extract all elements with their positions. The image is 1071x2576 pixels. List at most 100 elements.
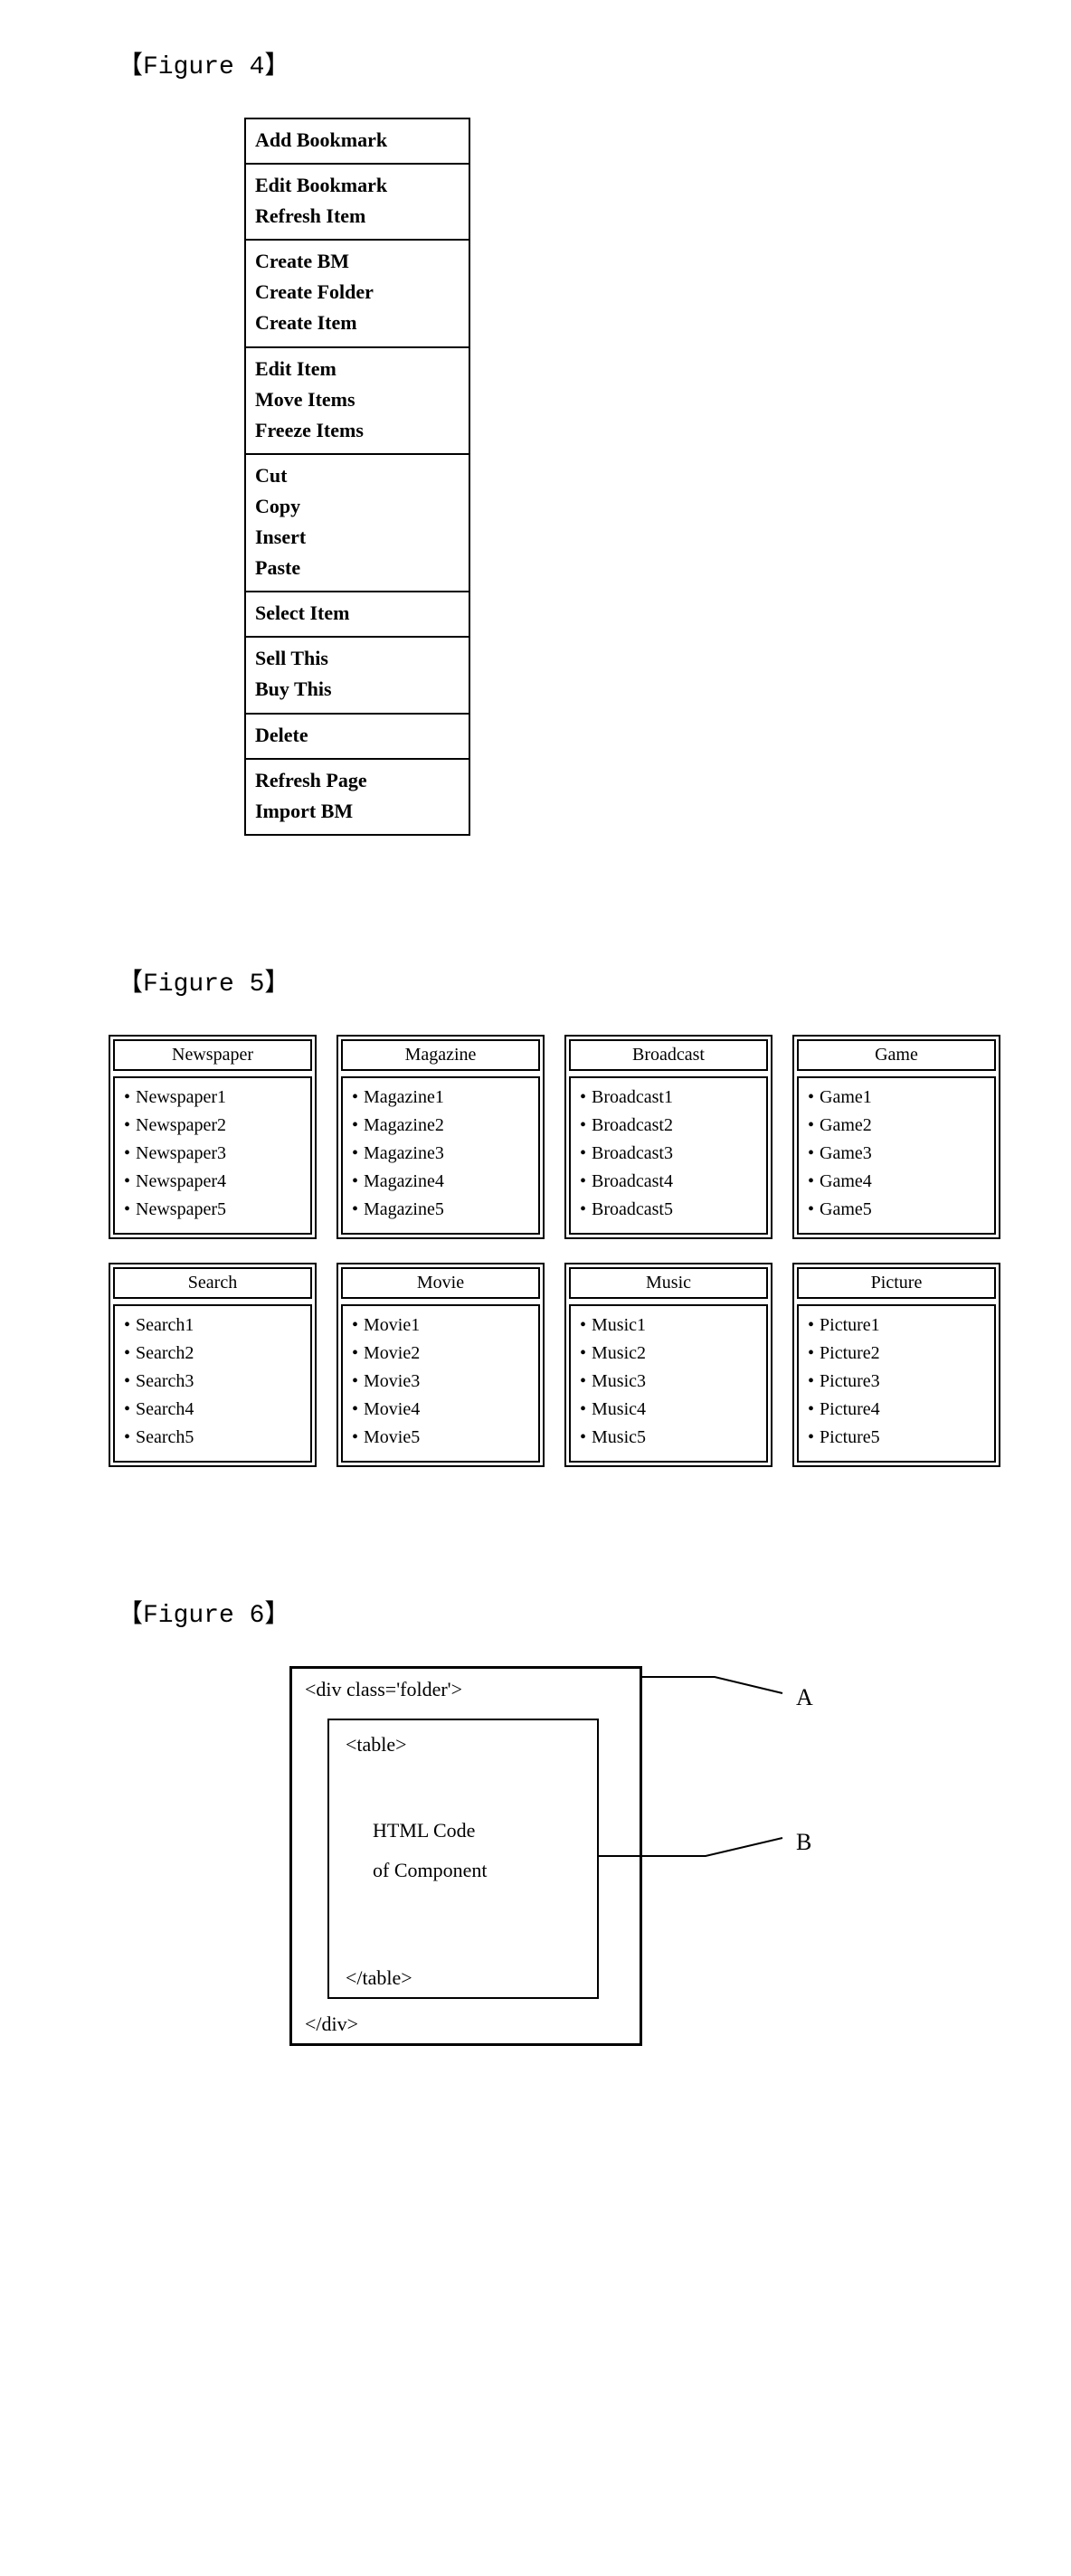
panel-list-item[interactable]: Magazine4 [352, 1168, 529, 1196]
menu-group: Select Item [246, 591, 469, 636]
panel-header: Search [113, 1267, 312, 1299]
panel-list-item[interactable]: Movie3 [352, 1368, 529, 1396]
panel-list-item[interactable]: Broadcast4 [580, 1168, 757, 1196]
panel-list-item[interactable]: Picture4 [808, 1396, 985, 1424]
panel-list-item[interactable]: Music3 [580, 1368, 757, 1396]
menu-item[interactable]: Edit Bookmark [255, 170, 460, 201]
panel-list-item[interactable]: Picture1 [808, 1312, 985, 1340]
menu-item[interactable]: Paste [255, 553, 460, 583]
category-panel: MusicMusic1Music2Music3Music4Music5 [564, 1263, 772, 1467]
panel-list-item[interactable]: Broadcast5 [580, 1196, 757, 1224]
panel-list-item[interactable]: Movie1 [352, 1312, 529, 1340]
code-structure-diagram: <div class='folder'> </div> <table> HTML… [289, 1666, 868, 2055]
figure-4-label: 【Figure 4】 [118, 45, 1017, 81]
panel-list-item[interactable]: Search1 [124, 1312, 301, 1340]
menu-item[interactable]: Buy This [255, 674, 460, 705]
category-panel: Search Search1Search2Search3Search4Search… [109, 1263, 317, 1467]
figure-6: 【Figure 6】 <div class='folder'> </div> <… [54, 1594, 1017, 2055]
panel-list-item[interactable]: Search2 [124, 1340, 301, 1368]
panel-list: Broadcast1Broadcast2Broadcast3Broadcast4… [569, 1076, 768, 1235]
panel-list-item[interactable]: Newspaper5 [124, 1196, 301, 1224]
category-grid: NewspaperNewspaper1Newspaper2Newspaper3N… [109, 1035, 1000, 1467]
panel-list-item[interactable]: Picture3 [808, 1368, 985, 1396]
panel-list-item[interactable]: Movie5 [352, 1424, 529, 1452]
panel-list-item[interactable]: Newspaper1 [124, 1084, 301, 1112]
menu-group: Refresh PageImport BM [246, 758, 469, 834]
panel-list-item[interactable]: Music1 [580, 1312, 757, 1340]
menu-group: CutCopyInsertPaste [246, 453, 469, 591]
menu-item[interactable]: Import BM [255, 796, 460, 827]
menu-item[interactable]: Copy [255, 491, 460, 522]
panel-list-item[interactable]: Broadcast3 [580, 1140, 757, 1168]
panel-list-item[interactable]: Magazine1 [352, 1084, 529, 1112]
panel-list-item[interactable]: Magazine5 [352, 1196, 529, 1224]
figure-4: 【Figure 4】 Add BookmarkEdit BookmarkRefr… [54, 45, 1017, 836]
panel-list-item[interactable]: Magazine3 [352, 1140, 529, 1168]
menu-item[interactable]: Create Folder [255, 277, 460, 308]
panel-list-item[interactable]: Game2 [808, 1112, 985, 1140]
menu-item[interactable]: Insert [255, 522, 460, 553]
menu-item[interactable]: Create BM [255, 246, 460, 277]
menu-item[interactable]: Add Bookmark [255, 125, 460, 156]
menu-item[interactable]: Select Item [255, 598, 460, 629]
menu-group: Create BMCreate FolderCreate Item [246, 239, 469, 346]
panel-list-item[interactable]: Movie4 [352, 1396, 529, 1424]
panel-list-item[interactable]: Search3 [124, 1368, 301, 1396]
panel-list-item[interactable]: Movie2 [352, 1340, 529, 1368]
panel-list-item[interactable]: Search4 [124, 1396, 301, 1424]
panel-list-item[interactable]: Newspaper3 [124, 1140, 301, 1168]
label-a: A [796, 1684, 813, 1711]
panel-header: Magazine [341, 1039, 540, 1071]
panel-list: Game1Game2Game3Game4Game5 [797, 1076, 996, 1235]
menu-item[interactable]: Refresh Page [255, 765, 460, 796]
panel-list-item[interactable]: Game5 [808, 1196, 985, 1224]
panel-header: Broadcast [569, 1039, 768, 1071]
panel-list: Magazine1Magazine2Magazine3Magazine4Maga… [341, 1076, 540, 1235]
panel-list: Search1Search2Search3Search4Search5 [113, 1304, 312, 1463]
label-b: B [796, 1829, 811, 1856]
category-panel: BroadcastBroadcast1Broadcast2Broadcast3B… [564, 1035, 772, 1239]
context-menu: Add BookmarkEdit BookmarkRefresh ItemCre… [244, 118, 470, 836]
figure-5: 【Figure 5】 Newspaper Newspaper1Newspaper2… [54, 962, 1017, 1467]
category-panel: Picture Picture1Picture2Picture3Picture4P… [792, 1263, 1000, 1467]
menu-item[interactable]: Move Items [255, 384, 460, 415]
panel-list-item[interactable]: Picture5 [808, 1424, 985, 1452]
panel-list-item[interactable]: Broadcast2 [580, 1112, 757, 1140]
menu-item[interactable]: Edit Item [255, 354, 460, 384]
panel-list-item[interactable]: Game4 [808, 1168, 985, 1196]
menu-item[interactable]: Cut [255, 460, 460, 491]
panel-list-item[interactable]: Newspaper2 [124, 1112, 301, 1140]
menu-item[interactable]: Create Item [255, 308, 460, 338]
figure-5-label: 【Figure 5】 [118, 962, 1017, 999]
panel-list-item[interactable]: Game3 [808, 1140, 985, 1168]
menu-item[interactable]: Freeze Items [255, 415, 460, 446]
menu-item[interactable]: Refresh Item [255, 201, 460, 232]
category-panel: MagazineMagazine1Magazine2Magazine3Magaz… [336, 1035, 545, 1239]
panel-header: Game [797, 1039, 996, 1071]
menu-item[interactable]: Sell This [255, 643, 460, 674]
panel-list-item[interactable]: Picture2 [808, 1340, 985, 1368]
panel-list-item[interactable]: Broadcast1 [580, 1084, 757, 1112]
menu-group: Add Bookmark [246, 118, 469, 163]
panel-list-item[interactable]: Music2 [580, 1340, 757, 1368]
figure-6-label: 【Figure 6】 [118, 1594, 1017, 1630]
panel-list: Picture1Picture2Picture3Picture4Picture5 [797, 1304, 996, 1463]
panel-list-item[interactable]: Search5 [124, 1424, 301, 1452]
menu-group: Edit BookmarkRefresh Item [246, 163, 469, 239]
panel-header: Picture [797, 1267, 996, 1299]
panel-list-item[interactable]: Newspaper4 [124, 1168, 301, 1196]
panel-list-item[interactable]: Magazine2 [352, 1112, 529, 1140]
panel-list: Music1Music2Music3Music4Music5 [569, 1304, 768, 1463]
category-panel: Game Game1Game2Game3Game4Game5 [792, 1035, 1000, 1239]
category-panel: MovieMovie1Movie2Movie3Movie4Movie5 [336, 1263, 545, 1467]
menu-group: Sell ThisBuy This [246, 636, 469, 712]
panel-list: Movie1Movie2Movie3Movie4Movie5 [341, 1304, 540, 1463]
category-panel: NewspaperNewspaper1Newspaper2Newspaper3N… [109, 1035, 317, 1239]
panel-list-item[interactable]: Music4 [580, 1396, 757, 1424]
menu-group: Edit ItemMove ItemsFreeze Items [246, 346, 469, 453]
panel-list-item[interactable]: Music5 [580, 1424, 757, 1452]
panel-list-item[interactable]: Game1 [808, 1084, 985, 1112]
panel-list: Newspaper1Newspaper2Newspaper3Newspaper4… [113, 1076, 312, 1235]
menu-item[interactable]: Delete [255, 720, 460, 751]
panel-header: Newspaper [113, 1039, 312, 1071]
